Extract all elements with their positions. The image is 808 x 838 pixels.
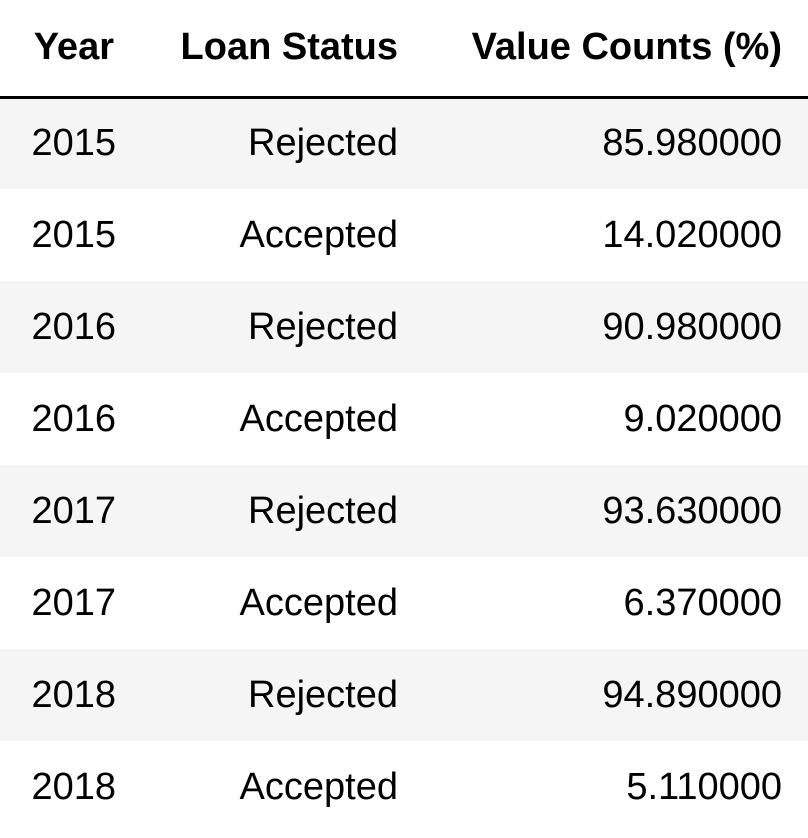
table-row: 2015 Rejected 85.980000 [0,97,808,189]
header-row: Year Loan Status Value Counts (%) [0,0,808,97]
table-row: 2017 Rejected 93.630000 [0,465,808,557]
cell-year: 2018 [31,765,116,808]
cell-value-counts: 9.020000 [623,397,783,440]
cell-loan-status: Accepted [239,397,398,440]
column-header-loan-status: Loan Status [180,26,398,69]
table-row: 2016 Rejected 90.980000 [0,281,808,373]
cell-loan-status: Rejected [248,122,398,165]
table-row: 2017 Accepted 6.370000 [0,557,808,649]
cell-value-counts: 90.980000 [602,305,782,348]
cell-value-counts: 14.020000 [602,213,782,256]
cell-year: 2015 [31,213,116,256]
cell-value-counts: 94.890000 [602,673,782,716]
cell-year: 2018 [31,673,116,716]
table-row: 2018 Accepted 5.110000 [0,741,808,833]
table-row: 2018 Rejected 94.890000 [0,649,808,741]
table-row: 2015 Accepted 14.020000 [0,189,808,281]
cell-year: 2015 [31,122,116,165]
column-header-value-counts: Value Counts (%) [471,26,782,69]
cell-year: 2016 [31,305,116,348]
table-body: 2015 Rejected 85.980000 2015 Accepted 14… [0,97,808,833]
cell-year: 2016 [31,397,116,440]
cell-year: 2017 [31,489,116,532]
cell-loan-status: Accepted [239,765,398,808]
cell-loan-status: Rejected [248,489,398,532]
cell-year: 2017 [31,581,116,624]
cell-loan-status: Accepted [239,213,398,256]
cell-loan-status: Accepted [239,581,398,624]
cell-value-counts: 6.370000 [623,581,783,624]
cell-loan-status: Rejected [248,673,398,716]
cell-value-counts: 93.630000 [602,489,782,532]
column-header-year: Year [33,26,114,69]
cell-value-counts: 5.110000 [626,765,782,808]
cell-value-counts: 85.980000 [602,122,782,165]
table-row: 2016 Accepted 9.020000 [0,373,808,465]
table-header: Year Loan Status Value Counts (%) [0,0,808,97]
cell-loan-status: Rejected [248,305,398,348]
